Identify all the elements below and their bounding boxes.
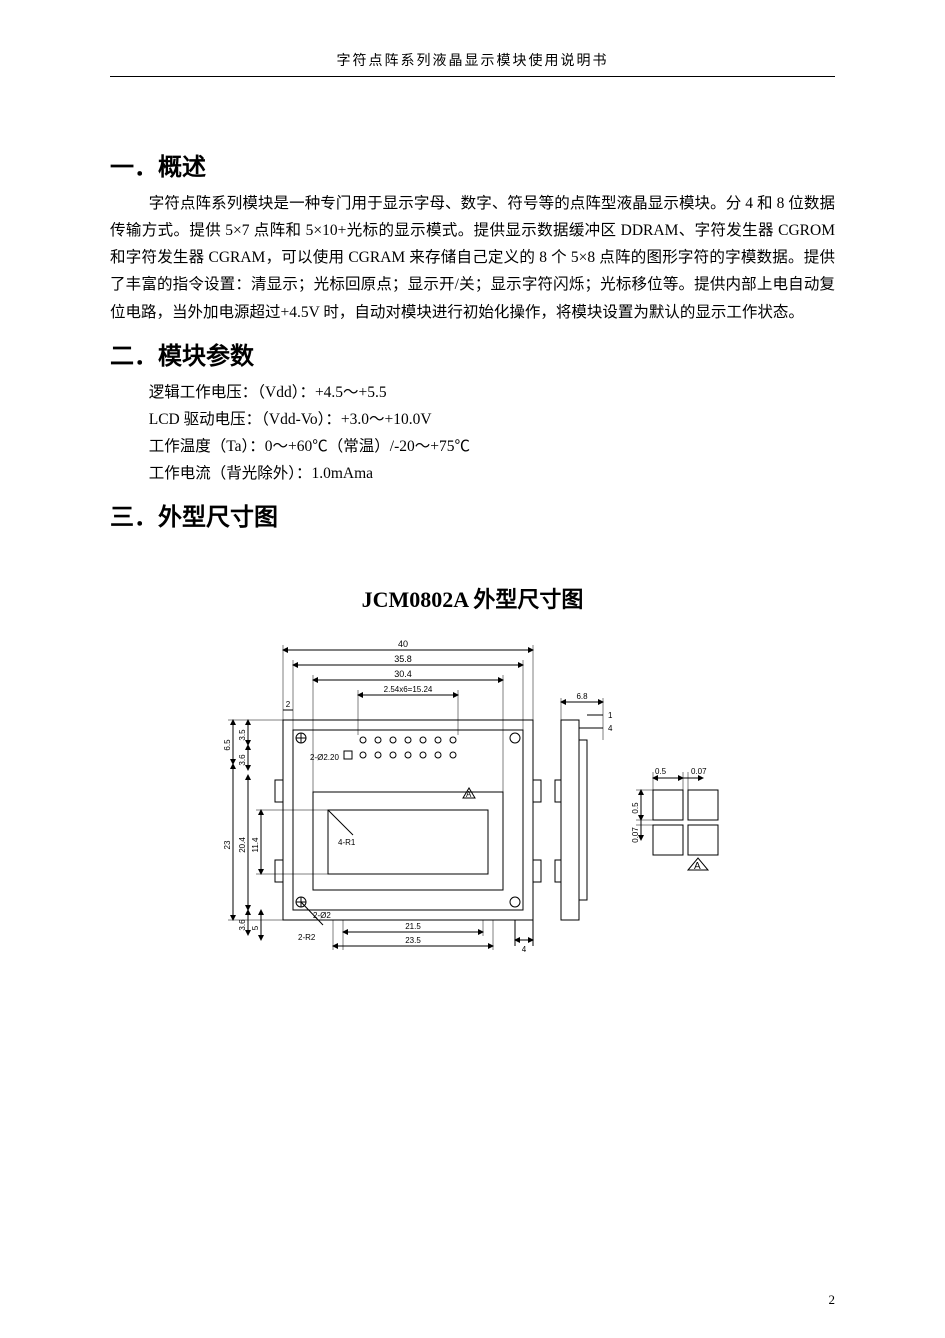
page-header: 字符点阵系列液晶显示模块使用说明书 [110, 50, 835, 77]
dim-left-36b: 3.6 [238, 919, 247, 931]
dim-brad: 2-R2 [298, 933, 316, 942]
dim-left-65: 6.5 [223, 739, 232, 751]
dim-left-204: 20.4 [238, 837, 247, 853]
dim-detail-label: A [694, 861, 701, 872]
param-curr: 工作电流（背光除外）：1.0mAma [149, 460, 835, 487]
dim-left-23: 23 [223, 840, 232, 849]
dim-left-35: 3.5 [238, 729, 247, 741]
dim-bot-215: 21.5 [405, 922, 421, 931]
dim-left-5: 5 [251, 925, 260, 930]
dim-detail-w: 0.5 [655, 767, 667, 776]
dim-detail-h: 0.5 [631, 802, 640, 814]
dim-bhole: 2-Ø2 [313, 911, 331, 920]
dim-detail-g: 0.07 [691, 767, 707, 776]
dim-corner: 4-R1 [338, 838, 356, 847]
dimension-diagram: A 2-Ø2.20 4-R1 2-Ø2 2-R2 [110, 620, 835, 1000]
dim-holes: 2-Ø2.20 [310, 753, 339, 762]
section-3-title: 三．外型尺寸图 [110, 497, 835, 532]
page: 字符点阵系列液晶显示模块使用说明书 一．概述 字符点阵系列模块是一种专门用于显示… [0, 0, 945, 1338]
figure-title: JCM0802A 外型尺寸图 [110, 582, 835, 614]
dim-bot-4: 4 [521, 945, 526, 954]
page-number: 2 [829, 1292, 836, 1308]
dim-top-358: 35.8 [394, 654, 412, 664]
dim-top-304: 30.4 [394, 669, 412, 679]
param-temp: 工作温度（Ta）：0～+60℃（常温）/-20～+75℃ [149, 433, 835, 460]
dim-top-40: 40 [397, 639, 407, 649]
dim-top-2: 2 [285, 700, 290, 709]
section-1-body: 字符点阵系列模块是一种专门用于显示字母、数字、符号等的点阵型液晶显示模块。分 4… [110, 190, 835, 326]
dim-left-36a: 3.6 [238, 754, 247, 766]
dim-tri-label: A [466, 790, 472, 799]
dim-top-pitch: 2.54x6=15.24 [383, 685, 432, 694]
section-1-title: 一．概述 [110, 147, 835, 182]
param-lcd: LCD 驱动电压：（Vdd-Vo）：+3.0～+10.0V [149, 406, 835, 433]
section-2-title: 二．模块参数 [110, 336, 835, 371]
dim-side-4: 4 [608, 724, 613, 733]
dim-left-114: 11.4 [251, 837, 260, 853]
dim-bot-235: 23.5 [405, 936, 421, 945]
dim-side-68: 6.8 [576, 692, 588, 701]
param-vdd: 逻辑工作电压：（Vdd）：+4.5～+5.5 [149, 379, 835, 406]
dim-detail-hg: 0.07 [631, 827, 640, 843]
dim-side-1: 1 [608, 711, 613, 720]
